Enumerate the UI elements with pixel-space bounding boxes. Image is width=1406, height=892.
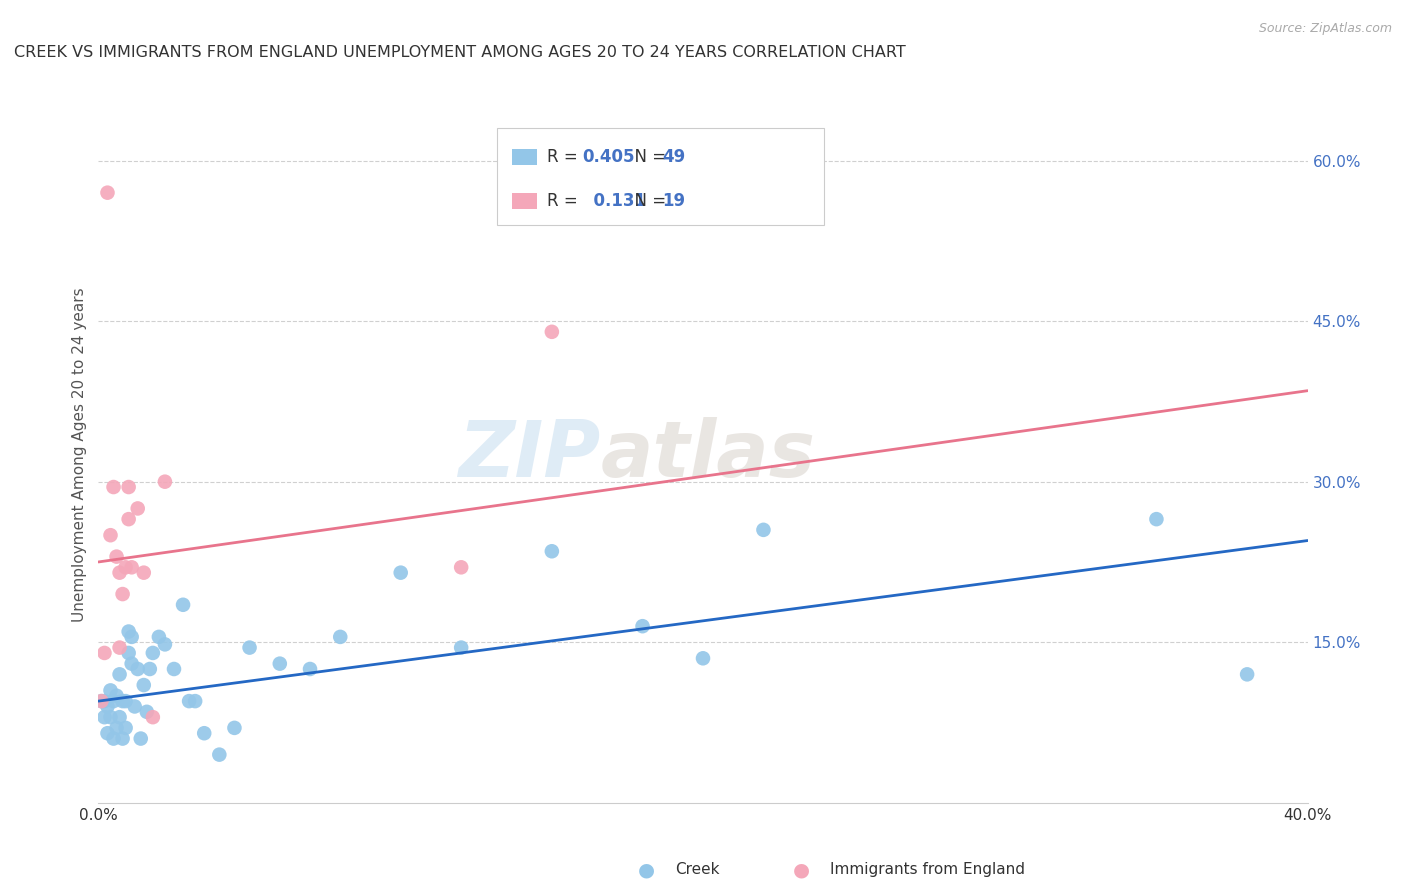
Point [96,726,118,740]
Text: 19: 19 [662,192,685,210]
Point [124,699,146,714]
Point [389,566,412,580]
Text: 0.405: 0.405 [582,148,634,166]
Point [692,651,714,665]
Point [90,694,112,708]
Text: ●: ● [638,860,655,880]
Point [139,662,162,676]
Point [752,523,775,537]
Point [153,637,176,651]
Text: R =: R = [547,148,582,166]
Point [153,475,176,489]
Point [96,186,118,200]
Text: ●: ● [793,860,810,880]
Point [103,694,125,708]
Point [96,699,118,714]
Text: CREEK VS IMMIGRANTS FROM ENGLAND UNEMPLOYMENT AMONG AGES 20 TO 24 YEARS CORRELAT: CREEK VS IMMIGRANTS FROM ENGLAND UNEMPLO… [14,45,905,60]
Point [111,694,134,708]
Point [450,640,472,655]
Point [127,662,149,676]
Point [163,662,186,676]
Point [105,721,128,735]
Text: atlas: atlas [600,417,815,493]
Point [239,640,262,655]
Point [100,710,122,724]
Point [108,667,131,681]
Point [299,662,322,676]
Point [93,710,115,724]
Point [121,560,143,574]
Point [118,512,141,526]
Point [108,640,131,655]
Point [132,566,155,580]
Point [132,678,155,692]
Point [329,630,352,644]
Point [111,731,134,746]
Point [121,630,143,644]
Text: R =: R = [547,192,582,210]
Point [103,480,125,494]
Point [103,731,125,746]
Point [129,731,152,746]
Point [118,646,141,660]
Point [121,657,143,671]
Point [1144,512,1167,526]
Point [172,598,194,612]
Point [269,657,291,671]
Point [135,705,157,719]
Text: Creek: Creek [675,863,720,877]
Point [105,549,128,564]
Point [108,566,131,580]
Point [93,646,115,660]
Text: N =: N = [624,192,671,210]
Point [111,587,134,601]
Point [142,646,165,660]
Point [142,710,165,724]
Point [184,694,207,708]
Point [631,619,654,633]
Point [540,544,562,558]
Point [118,480,141,494]
Point [179,694,201,708]
Point [114,721,136,735]
Point [105,689,128,703]
Point [100,683,122,698]
Y-axis label: Unemployment Among Ages 20 to 24 years: Unemployment Among Ages 20 to 24 years [72,287,87,623]
Text: Immigrants from England: Immigrants from England [830,863,1025,877]
Point [114,560,136,574]
Point [127,501,149,516]
Point [193,726,215,740]
Point [224,721,246,735]
Point [114,694,136,708]
Point [108,710,131,724]
Point [148,630,170,644]
Text: 0.131: 0.131 [582,192,645,210]
Point [540,325,562,339]
Point [450,560,472,574]
Point [90,694,112,708]
Text: N =: N = [624,148,671,166]
Point [118,624,141,639]
Text: ZIP: ZIP [458,417,600,493]
Point [1236,667,1258,681]
Text: 49: 49 [662,148,685,166]
Point [100,528,122,542]
Text: Source: ZipAtlas.com: Source: ZipAtlas.com [1258,22,1392,36]
Point [93,694,115,708]
Point [208,747,231,762]
